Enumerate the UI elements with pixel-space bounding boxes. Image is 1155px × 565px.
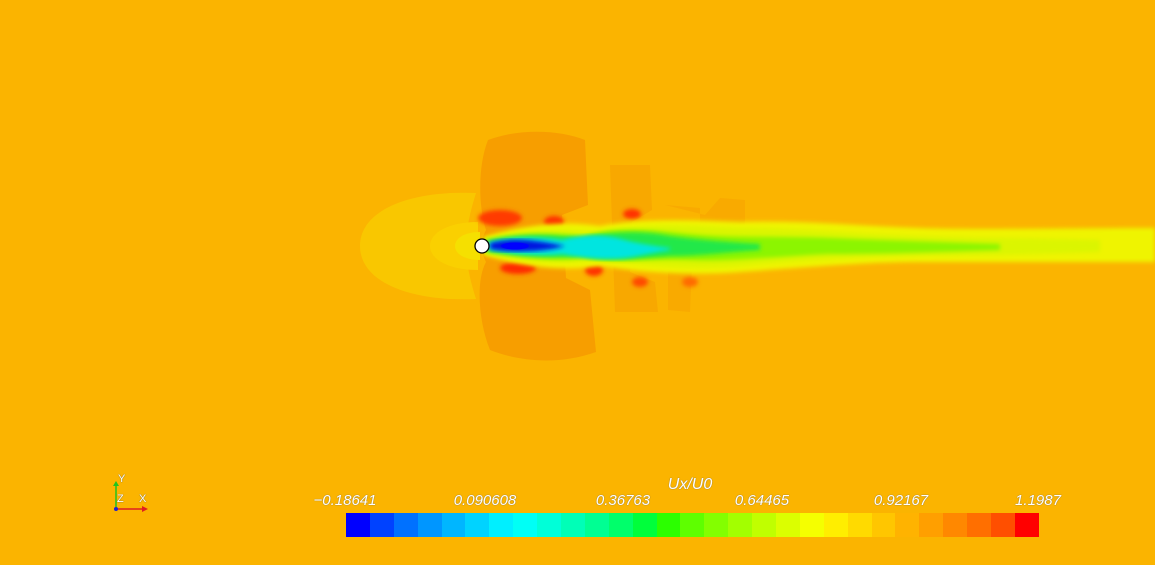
colorbar-segment [776,513,800,537]
high-velocity-spot [478,210,522,226]
colorbar-segment [847,513,872,537]
high-velocity-spot [632,277,648,287]
colorbar-segment [704,513,729,537]
colorbar-title: Ux/U0 [667,476,713,493]
colorbar-segment [608,513,633,537]
colorbar-segment [489,513,514,537]
colorbar-tick-label: 1.1987 [1015,492,1061,509]
stagnation-core [455,232,480,260]
accelerated-region-b [610,165,658,312]
colorbar-segment [991,513,1015,537]
colorbar-segment [919,513,944,537]
colorbar-segment [1014,513,1039,537]
colorbar-tick-label: 0.36763 [595,492,651,509]
axis-x-label: X [139,493,147,505]
orientation-axes: Y Z X [104,472,164,522]
cylinder[interactable] [474,238,490,254]
colorbar-segment [537,513,562,537]
colorbar-tick-label: 0.64465 [734,492,790,509]
axis-z-label: Z [117,493,124,505]
colorbar-segment [823,513,848,537]
stagnation-inner [430,222,478,270]
colorbar-segment [799,513,824,537]
colorbar-segment [871,513,896,537]
high-velocity-spot [623,209,641,219]
colorbar-tick-label: −0.18641 [313,492,377,509]
axes-triad-icon [113,481,148,512]
colorbar-segment [393,513,418,537]
colorbar-segment [680,513,705,537]
wake-core-center [501,242,529,250]
colorbar-segment [728,513,753,537]
colorbar-segment [656,513,681,537]
colorbar-tick-label: 0.92167 [873,492,929,509]
colorbar-segment [441,513,466,537]
high-velocity-spot [682,277,698,287]
colorbar-segment [369,513,394,537]
colorbar-segment [561,513,585,537]
colorbar-segment [513,513,538,537]
colorbar-segment [417,513,442,537]
colorbar-segment [967,513,992,537]
colorbar-segment [752,513,777,537]
colorbar-segment [465,513,490,537]
upstream-stagnation-region [360,192,476,300]
colorbar-segment [584,513,609,537]
colorbar-segment [346,513,370,537]
axis-y-label: Y [118,473,126,485]
colorbar-segment [895,513,920,537]
colorbar [346,513,1039,537]
colorbar-tick-label: 0.090608 [453,492,517,509]
colorbar-segment [632,513,657,537]
colorbar-segment [943,513,968,537]
